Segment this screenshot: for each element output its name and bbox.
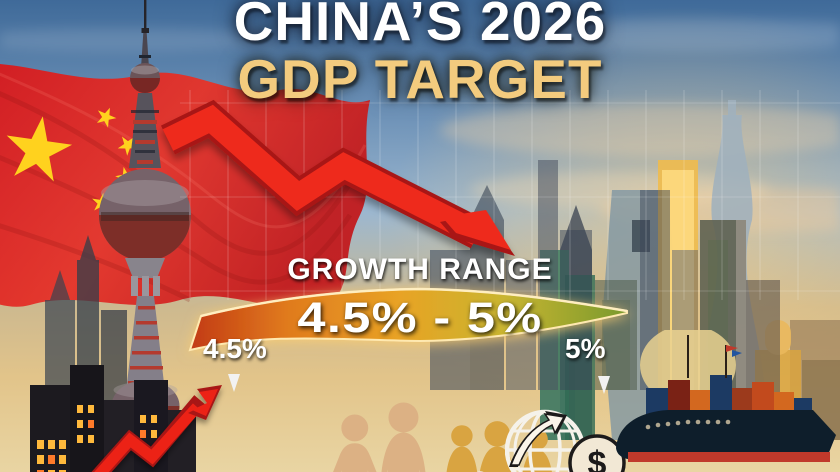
svg-text:$: $ bbox=[588, 445, 607, 472]
